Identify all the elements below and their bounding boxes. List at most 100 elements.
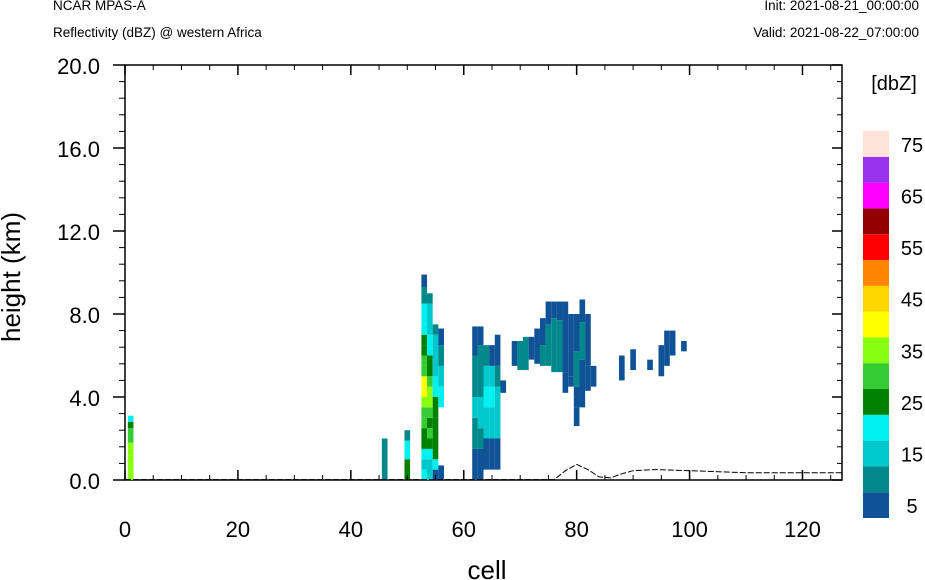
cell-115 — [664, 330, 670, 366]
cell-105 — [579, 359, 586, 408]
cell-9 — [127, 415, 134, 422]
colorbar-swatch-50 — [863, 260, 889, 286]
cell-16 — [421, 448, 428, 460]
cell-76 — [489, 386, 495, 408]
cell-8 — [127, 421, 134, 429]
x-tick-label: 120 — [784, 517, 821, 542]
colorbar: 5 15 25 35 45 55 65 75 — [863, 131, 923, 518]
cell-54 — [438, 465, 444, 480]
cell-81 — [494, 365, 501, 387]
colorbar-swatch-30 — [863, 363, 889, 389]
cell-102 — [573, 351, 580, 387]
cell-11 — [404, 459, 411, 480]
cell-78 — [489, 345, 495, 366]
cell-112 — [630, 349, 636, 371]
y-axis-label: height (km) — [0, 212, 26, 342]
cell-23 — [421, 376, 428, 387]
colorbar-label: 65 — [901, 187, 923, 209]
cell-32 — [427, 459, 433, 480]
cell-35 — [427, 428, 433, 439]
cell-52 — [432, 334, 439, 356]
colorbar-swatch-20 — [863, 414, 889, 441]
cell-65 — [477, 428, 484, 449]
cell-25 — [421, 355, 428, 366]
cell-42 — [427, 334, 433, 356]
cell-29 — [421, 303, 428, 325]
colorbar-swatch-55 — [863, 234, 889, 260]
cell-95 — [556, 320, 563, 373]
cell-24 — [421, 365, 428, 377]
cell-60 — [472, 417, 478, 449]
cell-111 — [619, 355, 625, 381]
cell-28 — [421, 324, 428, 335]
colorbar-label: 15 — [901, 445, 923, 467]
colorbar-swatch-75 — [863, 131, 889, 157]
cell-15 — [421, 459, 428, 470]
colorbar-swatch-65 — [863, 182, 889, 209]
cell-13 — [404, 430, 411, 441]
cell-43 — [427, 303, 433, 335]
cell-106 — [579, 322, 586, 360]
cell-61 — [472, 397, 478, 418]
cell-91 — [545, 324, 552, 366]
colorbar-swatch-10 — [863, 466, 889, 493]
colorbar-label: 75 — [901, 135, 923, 157]
colorbar-swatch-45 — [863, 285, 889, 312]
cell-73 — [483, 345, 490, 366]
y-tick-label: 16.0 — [57, 137, 100, 162]
cell-85 — [517, 340, 524, 371]
model-name: NCAR MPAS-A — [53, 0, 146, 13]
cell-62 — [472, 355, 478, 397]
cell-1 — [127, 467, 134, 474]
colorbar-swatch-60 — [863, 208, 889, 235]
init-time: Init: 2021-08-21_00:00:00 — [764, 0, 919, 13]
cell-64 — [477, 448, 484, 481]
cell-67 — [477, 345, 484, 398]
colorbar-label: 25 — [901, 393, 923, 415]
x-tick-label: 80 — [564, 517, 588, 542]
cell-104 — [573, 407, 580, 427]
cell-26 — [421, 345, 428, 356]
cell-70 — [483, 407, 490, 439]
cell-84 — [511, 340, 518, 366]
cell-103 — [573, 314, 580, 352]
y-tick-label: 20.0 — [57, 54, 100, 79]
cell-18 — [421, 428, 428, 439]
cell-72 — [483, 365, 490, 387]
cell-90 — [539, 318, 546, 346]
cell-71 — [483, 386, 490, 408]
cell-97 — [562, 372, 569, 393]
cell-45 — [432, 469, 439, 481]
cell-34 — [427, 438, 433, 449]
cell-80 — [494, 386, 501, 439]
cell-107 — [579, 299, 586, 323]
colorbar-label: 35 — [901, 341, 923, 363]
cell-22 — [421, 386, 428, 398]
cells-layer — [127, 274, 687, 481]
cell-116 — [669, 330, 676, 356]
colorbar-label: 45 — [901, 290, 923, 312]
cell-63 — [472, 326, 478, 356]
cell-21 — [421, 397, 428, 408]
cell-83 — [500, 380, 507, 393]
cell-3 — [127, 455, 134, 462]
cell-98 — [562, 301, 569, 373]
y-tick-label: 4.0 — [69, 386, 100, 411]
cell-51 — [432, 355, 439, 377]
cell-20 — [421, 407, 428, 418]
cell-74 — [489, 438, 495, 470]
colorbar-swatch-35 — [863, 337, 889, 364]
cell-4 — [127, 448, 134, 456]
cell-12 — [404, 440, 411, 460]
y-tick-label: 12.0 — [57, 220, 100, 245]
y-tick-label: 0.0 — [69, 469, 100, 494]
cell-38 — [427, 397, 433, 408]
cell-17 — [421, 438, 428, 449]
cell-49 — [432, 397, 439, 418]
cell-44 — [427, 293, 433, 304]
x-axis-label: cell — [467, 555, 506, 580]
cell-113 — [647, 359, 653, 371]
y-tick-label: 8.0 — [69, 303, 100, 328]
colorbar-swatch-25 — [863, 389, 889, 415]
